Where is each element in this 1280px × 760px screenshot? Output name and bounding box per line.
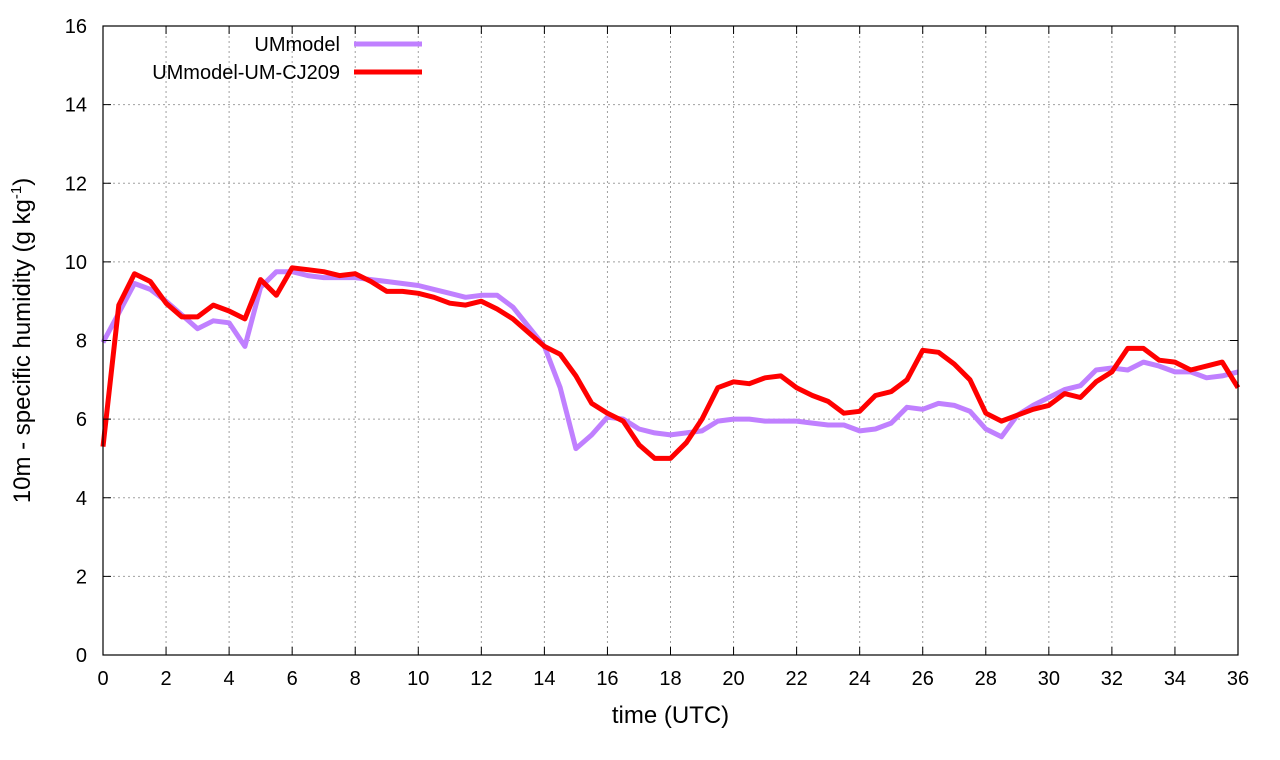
y-tick-label: 4 — [76, 488, 87, 510]
y-tick-label: 14 — [65, 95, 87, 117]
x-tick-label: 12 — [470, 668, 492, 690]
y-tick-label: 10 — [65, 252, 87, 274]
x-axis-tick-labels: 0 2 4 6 8 10 12 14 16 18 20 22 24 26 28 30 32 34 36 — [97, 668, 1249, 690]
y-tick-label: 2 — [76, 566, 87, 588]
x-tick-label: 34 — [1164, 668, 1186, 690]
y-tick-label: 12 — [65, 173, 87, 195]
x-tick-label: 0 — [97, 668, 108, 690]
x-tick-label: 6 — [287, 668, 298, 690]
x-tick-label: 16 — [596, 668, 618, 690]
y-tick-label: 6 — [76, 409, 87, 431]
y-tick-label: 8 — [76, 331, 87, 353]
legend-label-ummodel-um-cj209: UMmodel-UM-CJ209 — [152, 62, 340, 84]
x-tick-label: 4 — [224, 668, 235, 690]
x-tick-label: 10 — [407, 668, 429, 690]
x-tick-label: 28 — [975, 668, 997, 690]
y-tick-label: 16 — [65, 16, 87, 38]
legend: UMmodel UMmodel-UM-CJ209 — [152, 34, 422, 84]
legend-label-ummodel: UMmodel — [254, 34, 340, 56]
x-tick-label: 36 — [1227, 668, 1249, 690]
grid-lines — [103, 26, 1238, 655]
y-axis-title-superscript: -1 — [8, 186, 25, 199]
axis-ticks — [102, 25, 1239, 656]
x-axis-title: time (UTC) — [612, 702, 729, 729]
series-lines — [100, 265, 1241, 461]
y-axis-title-end: ) — [9, 178, 36, 186]
x-tick-label: 14 — [533, 668, 555, 690]
y-tick-label: 0 — [76, 645, 87, 667]
x-tick-label: 8 — [350, 668, 361, 690]
x-tick-label: 2 — [160, 668, 171, 690]
x-tick-label: 30 — [1038, 668, 1060, 690]
x-tick-label: 22 — [785, 668, 807, 690]
y-axis-title-main: 10m - specific humidity (g kg — [9, 199, 36, 503]
x-tick-label: 26 — [912, 668, 934, 690]
x-tick-label: 24 — [849, 668, 871, 690]
series-line-ummodel-um-cj209 — [100, 265, 1241, 461]
y-axis-tick-labels: 0 2 4 6 8 10 12 14 16 — [65, 16, 87, 667]
x-tick-label: 18 — [659, 668, 681, 690]
x-tick-label: 20 — [722, 668, 744, 690]
y-axis-title: 10m - specific humidity (g kg-1) — [8, 178, 36, 503]
x-tick-label: 32 — [1101, 668, 1123, 690]
